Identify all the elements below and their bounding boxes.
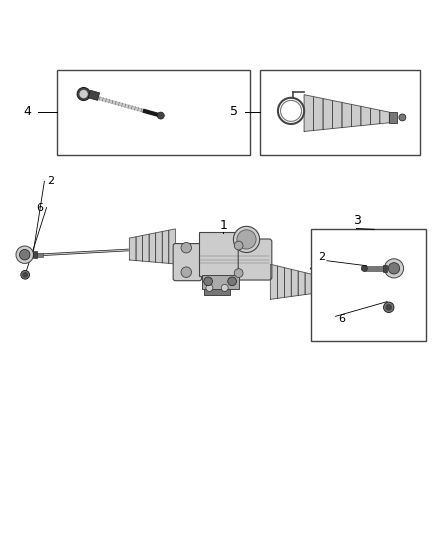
Circle shape	[80, 91, 87, 98]
Circle shape	[181, 243, 191, 253]
Circle shape	[77, 87, 90, 101]
Circle shape	[23, 272, 27, 277]
Bar	[199, 232, 241, 276]
Bar	[389, 112, 397, 123]
Text: 2: 2	[318, 252, 325, 262]
Circle shape	[361, 265, 367, 271]
Polygon shape	[169, 229, 175, 264]
Polygon shape	[380, 110, 389, 124]
Circle shape	[389, 263, 399, 274]
Bar	[88, 90, 99, 100]
Polygon shape	[130, 237, 136, 261]
Bar	[204, 275, 230, 295]
Bar	[311, 229, 426, 341]
Circle shape	[157, 112, 164, 119]
Polygon shape	[305, 273, 312, 295]
Circle shape	[234, 269, 243, 277]
FancyBboxPatch shape	[238, 239, 272, 280]
Text: 6: 6	[338, 313, 345, 324]
Circle shape	[237, 230, 256, 249]
Polygon shape	[162, 230, 169, 263]
Text: 6: 6	[36, 203, 43, 213]
Circle shape	[228, 277, 237, 286]
Circle shape	[221, 285, 228, 292]
Circle shape	[234, 241, 243, 250]
FancyBboxPatch shape	[173, 244, 201, 281]
Polygon shape	[323, 99, 332, 130]
Polygon shape	[371, 108, 380, 125]
Text: 2: 2	[47, 176, 54, 187]
Text: 5: 5	[230, 105, 238, 118]
Circle shape	[204, 277, 212, 286]
Circle shape	[19, 249, 30, 260]
Polygon shape	[298, 271, 305, 295]
Circle shape	[206, 285, 213, 292]
Circle shape	[21, 270, 29, 279]
Polygon shape	[351, 104, 361, 126]
Text: 4: 4	[23, 105, 31, 118]
Bar	[201, 275, 239, 289]
Circle shape	[233, 227, 260, 253]
Polygon shape	[332, 101, 342, 128]
Circle shape	[16, 246, 33, 263]
Bar	[364, 266, 385, 271]
Polygon shape	[149, 233, 155, 262]
Circle shape	[386, 305, 392, 310]
Polygon shape	[304, 95, 314, 132]
Bar	[57, 70, 250, 155]
Bar	[261, 70, 420, 155]
Circle shape	[384, 302, 394, 312]
Circle shape	[385, 259, 403, 278]
Circle shape	[181, 267, 191, 277]
Polygon shape	[314, 96, 323, 131]
Text: 1: 1	[219, 219, 227, 231]
Polygon shape	[291, 269, 298, 296]
Polygon shape	[277, 266, 284, 298]
Polygon shape	[284, 268, 291, 297]
Circle shape	[399, 114, 406, 121]
Bar	[33, 251, 37, 258]
Bar	[32, 253, 43, 257]
Polygon shape	[136, 236, 143, 261]
Bar	[383, 265, 388, 272]
Polygon shape	[271, 264, 277, 299]
Text: 3: 3	[353, 214, 360, 227]
Polygon shape	[155, 231, 162, 263]
Polygon shape	[361, 107, 371, 126]
Polygon shape	[143, 234, 149, 262]
Polygon shape	[342, 102, 351, 127]
